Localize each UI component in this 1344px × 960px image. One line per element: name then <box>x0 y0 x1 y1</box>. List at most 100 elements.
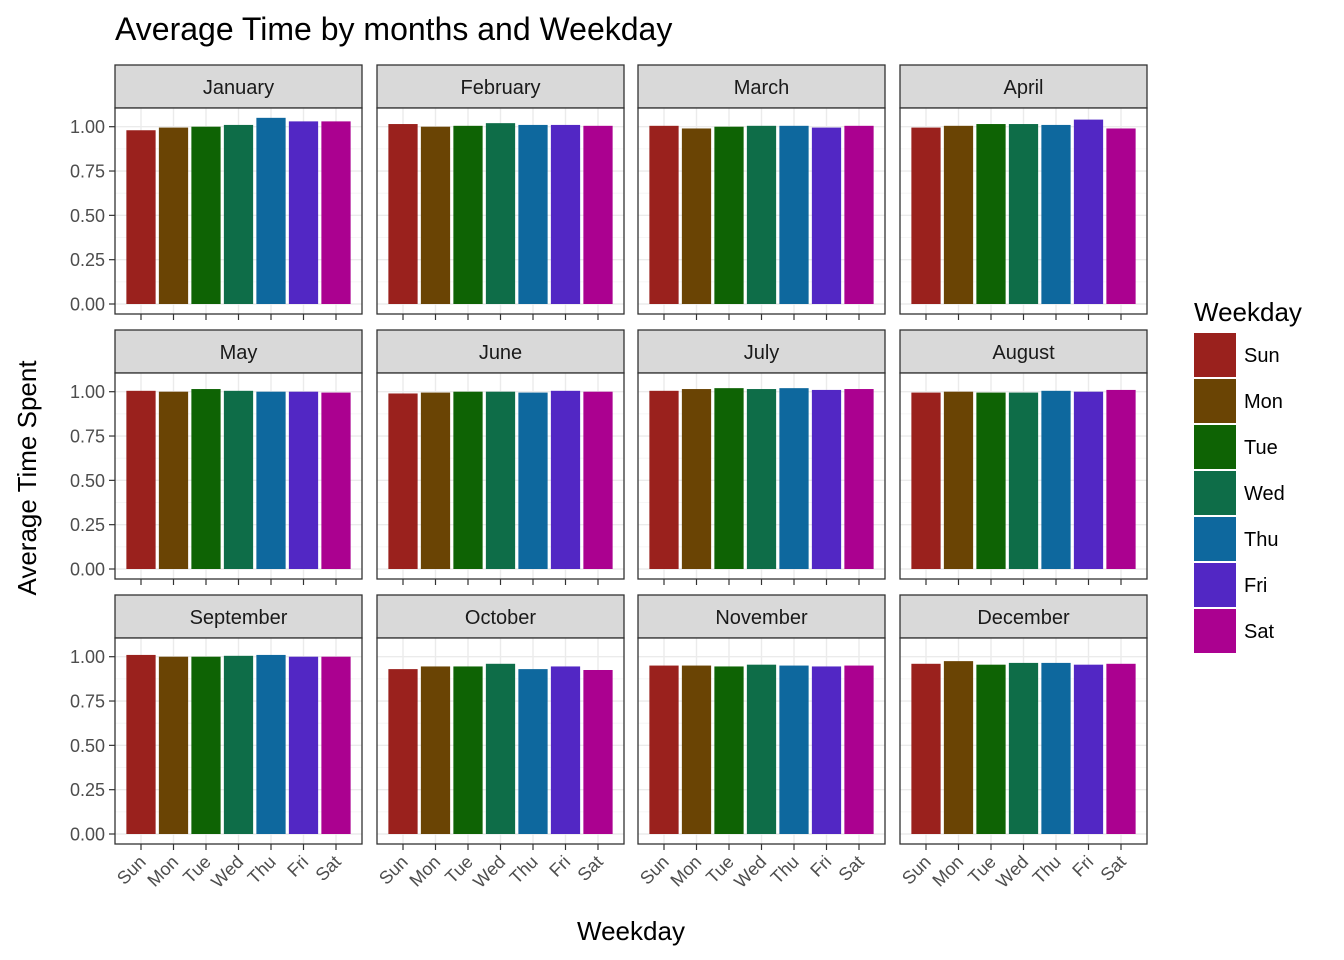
bar-august-tue <box>976 392 1006 569</box>
facet-strip-label: July <box>744 342 780 364</box>
bar-june-tue <box>453 391 483 569</box>
y-tick-label: 0.75 <box>70 692 105 712</box>
y-tick-label: 0.00 <box>70 560 105 580</box>
facet-strip <box>899 64 1148 109</box>
y-tick-label: 0.25 <box>70 515 105 535</box>
bar-july-thu <box>779 388 809 569</box>
x-tick-label: Sun <box>113 852 150 889</box>
legend-label-sun: Sun <box>1244 345 1280 367</box>
facet-strip-label: January <box>203 77 274 99</box>
legend-label-fri: Fri <box>1244 575 1267 597</box>
bar-june-sun <box>388 393 418 569</box>
facet-june: June <box>376 329 625 585</box>
x-axis-title: Weekday <box>577 916 685 946</box>
facet-strip-label: August <box>992 342 1055 364</box>
bar-january-sat <box>321 121 351 304</box>
x-tick-label: Sun <box>375 852 412 889</box>
x-tick-label: Tue <box>964 852 1000 888</box>
x-tick-label: Tue <box>441 852 477 888</box>
bar-july-tue <box>714 388 744 569</box>
bar-april-sun <box>911 127 941 304</box>
x-tick-label: Mon <box>405 852 444 891</box>
facet-strip-label: December <box>977 607 1070 629</box>
facet-strip <box>114 329 363 374</box>
x-tick-label: Thu <box>1029 852 1065 888</box>
bar-march-thu <box>779 125 809 304</box>
legend-label-tue: Tue <box>1244 437 1278 459</box>
bar-may-fri <box>288 391 319 569</box>
bar-march-tue <box>714 126 744 304</box>
facet-strip-label: November <box>715 607 808 629</box>
facet-strip-label: October <box>465 607 536 629</box>
facets-layer: January 0.00 0.25 0.50 0.75 1.00 February March… <box>70 64 1148 892</box>
bar-january-sun <box>126 130 156 304</box>
bar-august-mon <box>943 391 974 569</box>
legend-label-mon: Mon <box>1244 391 1283 413</box>
bar-december-fri <box>1073 664 1104 834</box>
y-tick-label: 0.50 <box>70 736 105 756</box>
x-tick-label: Fri <box>1068 852 1097 881</box>
facet-strip <box>637 594 886 639</box>
legend-key-tue <box>1194 425 1236 469</box>
bar-december-sun <box>911 663 941 834</box>
facet-strip-label: September <box>190 607 288 629</box>
y-axis-title: Average Time Spent <box>12 360 42 596</box>
bar-june-sat <box>583 391 613 569</box>
facet-strip-label: March <box>734 77 790 99</box>
bar-may-mon <box>158 391 189 569</box>
bar-october-mon <box>420 666 451 834</box>
bar-december-sat <box>1106 663 1136 834</box>
bar-may-sun <box>126 390 156 569</box>
bar-september-tue <box>191 656 221 834</box>
x-tick-label: Wed <box>469 852 509 892</box>
facet-strip <box>114 64 363 109</box>
bar-may-thu <box>256 391 286 569</box>
bar-march-sun <box>649 125 679 304</box>
bar-august-wed <box>1008 392 1039 569</box>
facet-strip-label: February <box>460 77 540 99</box>
bar-april-fri <box>1073 119 1104 304</box>
facet-january: January 0.00 0.25 0.50 0.75 1.00 <box>70 64 363 320</box>
facet-strip <box>376 329 625 374</box>
bar-december-thu <box>1041 662 1071 834</box>
bar-may-tue <box>191 389 221 569</box>
bar-november-tue <box>714 666 744 834</box>
bar-august-sun <box>911 392 941 569</box>
y-tick-label: 0.25 <box>70 250 105 270</box>
bar-march-sat <box>844 125 874 304</box>
legend-title: Weekday <box>1194 297 1302 327</box>
bar-november-sat <box>844 665 874 834</box>
x-tick-label: Fri <box>806 852 835 881</box>
bar-september-mon <box>158 656 189 834</box>
bar-august-sat <box>1106 389 1136 569</box>
legend: Weekday Sun Mon Tue Wed Thu Fri Sat <box>1194 297 1302 653</box>
x-tick-label: Mon <box>928 852 967 891</box>
x-tick-label: Sun <box>636 852 673 889</box>
bar-february-sat <box>583 125 613 304</box>
bar-june-thu <box>518 392 548 569</box>
bar-september-sun <box>126 654 156 834</box>
bar-february-sun <box>388 124 418 304</box>
facet-strip <box>899 329 1148 374</box>
y-tick-label: 0.00 <box>70 825 105 845</box>
bar-june-fri <box>550 390 581 569</box>
bar-november-sun <box>649 665 679 834</box>
bar-september-thu <box>256 654 286 834</box>
x-tick-label: Mon <box>666 852 705 891</box>
bar-august-fri <box>1073 391 1104 569</box>
x-tick-label: Wed <box>207 852 247 892</box>
facet-strip <box>637 329 886 374</box>
bar-may-wed <box>223 390 254 569</box>
bar-december-tue <box>976 664 1006 834</box>
bar-october-sun <box>388 669 418 834</box>
legend-key-sat <box>1194 609 1236 653</box>
bar-july-sat <box>844 389 874 569</box>
bar-july-wed <box>746 389 777 569</box>
bar-october-tue <box>453 666 483 834</box>
x-tick-label: Sat <box>312 852 345 885</box>
y-tick-label: 0.75 <box>70 427 105 447</box>
x-tick-label: Thu <box>767 852 803 888</box>
x-tick-label: Sat <box>1097 852 1130 885</box>
